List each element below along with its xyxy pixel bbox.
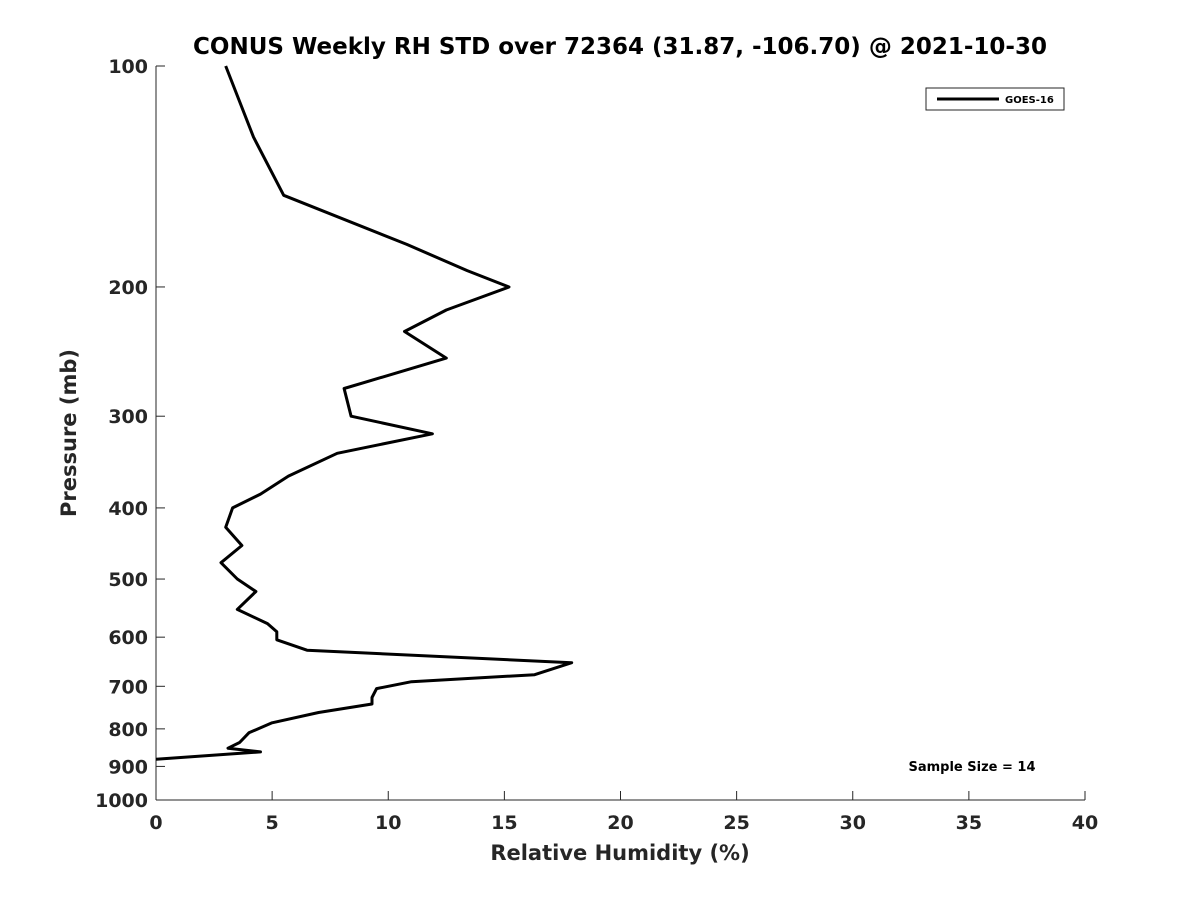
legend-entry-goes-16: GOES-16 bbox=[1005, 95, 1054, 106]
chart-title: CONUS Weekly RH STD over 72364 (31.87, -… bbox=[193, 34, 1047, 60]
y-tick-label: 300 bbox=[108, 406, 148, 428]
y-axis-label: Pressure (mb) bbox=[57, 349, 81, 517]
series-line-goes-16 bbox=[155, 65, 574, 761]
x-tick-label: 5 bbox=[266, 812, 279, 834]
y-tick-label: 800 bbox=[108, 719, 148, 741]
y-tick-label: 200 bbox=[108, 277, 148, 299]
x-axis-label: Relative Humidity (%) bbox=[490, 841, 749, 865]
x-tick-label: 40 bbox=[1072, 812, 1098, 834]
y-tick-label: 500 bbox=[108, 569, 148, 591]
y-tick-label: 900 bbox=[108, 756, 148, 778]
y-tick-label: 700 bbox=[108, 676, 148, 698]
x-tick-label: 15 bbox=[491, 812, 517, 834]
x-tick-label: 20 bbox=[607, 812, 633, 834]
x-tick-label: 25 bbox=[723, 812, 749, 834]
y-tick-label: 400 bbox=[108, 498, 148, 520]
x-tick-label: 30 bbox=[840, 812, 866, 834]
series-layer bbox=[155, 65, 574, 761]
y-tick-label: 100 bbox=[108, 56, 148, 78]
x-tick-label: 0 bbox=[149, 812, 162, 834]
y-tick-label: 600 bbox=[108, 627, 148, 649]
x-tick-label: 35 bbox=[956, 812, 982, 834]
y-ticks: 100 200 300 400 500 600 700 800 900 1000 bbox=[95, 56, 165, 812]
x-ticks: 0 5 10 15 20 25 30 35 40 bbox=[149, 791, 1098, 834]
legend: GOES-16 bbox=[925, 87, 1065, 111]
sample-size-annotation: Sample Size = 14 bbox=[908, 760, 1035, 775]
x-tick-label: 10 bbox=[375, 812, 401, 834]
y-tick-label: 1000 bbox=[95, 790, 148, 812]
